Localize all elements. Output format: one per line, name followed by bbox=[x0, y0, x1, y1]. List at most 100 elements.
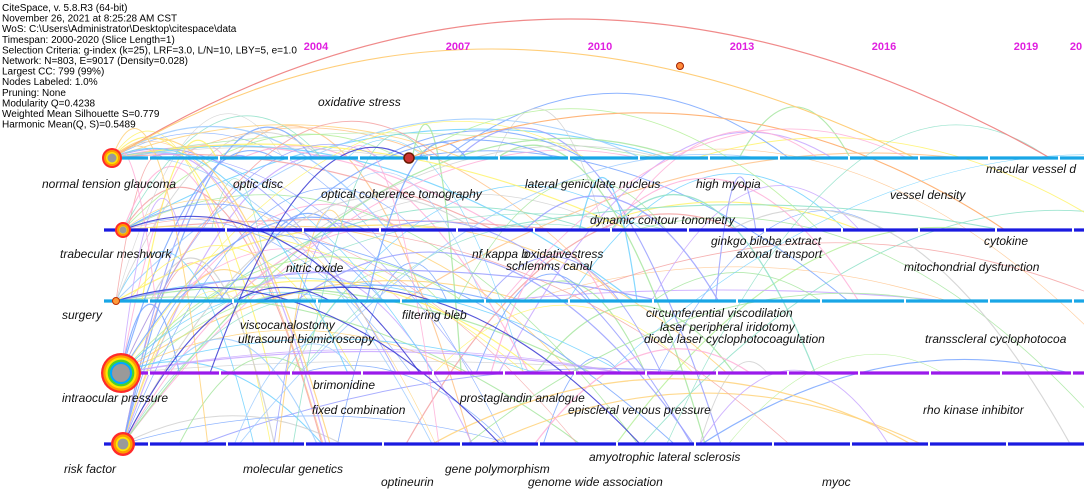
keyword-label-trabecular-meshwork[interactable]: trabecular meshwork bbox=[60, 247, 172, 261]
keyword-label-gene-polymorphism[interactable]: gene polymorphism bbox=[445, 462, 550, 476]
info-line: Network: N=803, E=9017 (Density=0.028) bbox=[2, 56, 188, 67]
node-risk-factor[interactable] bbox=[111, 432, 135, 456]
keyword-label-oxidativestress[interactable]: oxidativestress bbox=[524, 247, 603, 261]
keyword-label-schlemms-canal[interactable]: schlemms canal bbox=[506, 259, 592, 273]
link-arc bbox=[122, 199, 436, 445]
keyword-label-cytokine[interactable]: cytokine bbox=[984, 234, 1028, 248]
keyword-label-ginkgo-biloba-extract[interactable]: ginkgo biloba extract bbox=[711, 234, 822, 248]
link-arc bbox=[666, 124, 1050, 445]
node-normal-tension-glaucoma[interactable] bbox=[102, 148, 122, 168]
node-surgery[interactable] bbox=[112, 297, 120, 305]
keyword-label-transscleral-cyclophotocoa[interactable]: transscleral cyclophotocoa bbox=[925, 332, 1067, 346]
info-line: WoS: C:\Users\Administrator\Desktop\cite… bbox=[2, 24, 237, 35]
info-line: Modularity Q=0.4238 bbox=[2, 98, 96, 109]
keyword-label-ultrasound-biomicroscopy[interactable]: ultrasound biomicroscopy bbox=[238, 332, 375, 346]
keyword-label-molecular-genetics[interactable]: molecular genetics bbox=[243, 462, 343, 476]
link-arc bbox=[120, 216, 367, 374]
link-arc bbox=[122, 415, 343, 445]
link-arc bbox=[410, 108, 820, 231]
link-arc bbox=[342, 145, 440, 445]
link-arc bbox=[411, 123, 462, 374]
keyword-label-macular-vessel-d[interactable]: macular vessel d bbox=[986, 162, 1076, 176]
keyword-label-surgery[interactable]: surgery bbox=[62, 308, 103, 322]
link-arc bbox=[122, 285, 226, 445]
link-arc bbox=[232, 125, 472, 445]
link-arc bbox=[122, 415, 512, 445]
keyword-label-vessel-density[interactable]: vessel density bbox=[890, 188, 966, 202]
keyword-label-amyotrophic-lateral-sclerosis[interactable]: amyotrophic lateral sclerosis bbox=[589, 450, 740, 464]
link-arc bbox=[241, 145, 530, 374]
keyword-label-dynamic-contour-tonometry[interactable]: dynamic contour tonometry bbox=[590, 213, 736, 227]
keyword-label-risk-factor[interactable]: risk factor bbox=[64, 462, 117, 476]
year-label: 2004 bbox=[304, 41, 329, 53]
info-line: Weighted Mean Silhouette S=0.779 bbox=[2, 109, 160, 120]
link-arc bbox=[111, 130, 272, 445]
link-arc bbox=[606, 154, 1084, 374]
keyword-label-optineurin[interactable]: optineurin bbox=[381, 475, 434, 489]
link-arc bbox=[535, 304, 735, 374]
link-arc bbox=[457, 179, 667, 302]
keyword-label-axonal-transport[interactable]: axonal transport bbox=[736, 247, 823, 261]
link-arc bbox=[122, 226, 526, 374]
cluster-timelines bbox=[104, 156, 1084, 446]
link-arc bbox=[120, 213, 668, 374]
keyword-label-normal-tension-glaucoma[interactable]: normal tension glaucoma bbox=[42, 177, 176, 191]
keyword-label-optic-disc[interactable]: optic disc bbox=[233, 177, 283, 191]
keyword-label-genome-wide-association[interactable]: genome wide association bbox=[528, 475, 663, 489]
node-intraocular-pressure[interactable] bbox=[101, 353, 141, 393]
link-arc bbox=[561, 242, 1084, 302]
keyword-label-laser-peripheral-iridotomy[interactable]: laser peripheral iridotomy bbox=[660, 320, 796, 334]
link-arc bbox=[120, 143, 381, 374]
keyword-label-nitric-oxide[interactable]: nitric oxide bbox=[286, 261, 344, 275]
keyword-label-intraocular-pressure[interactable]: intraocular pressure bbox=[62, 391, 168, 405]
link-arc bbox=[483, 256, 662, 374]
keyword-label-episcleral-venous-pressure[interactable]: episcleral venous pressure bbox=[568, 403, 711, 417]
keyword-label-high-myopia[interactable]: high myopia bbox=[696, 177, 761, 191]
link-arc bbox=[729, 208, 1071, 445]
keyword-label-optical-coherence-tomography[interactable]: optical coherence tomography bbox=[321, 187, 483, 201]
keyword-label-lateral-geniculate-nucleus[interactable]: lateral geniculate nucleus bbox=[525, 177, 660, 191]
link-arc bbox=[238, 154, 760, 445]
node-oxidative-stress[interactable] bbox=[403, 152, 415, 164]
keyword-label-rho-kinase-inhibitor[interactable]: rho kinase inhibitor bbox=[923, 403, 1025, 417]
link-arc bbox=[120, 197, 181, 374]
keyword-label-fixed-combination[interactable]: fixed combination bbox=[312, 403, 406, 417]
node-trabecular-meshwork[interactable] bbox=[115, 222, 131, 238]
keyword-label-mitochondrial-dysfunction[interactable]: mitochondrial dysfunction bbox=[904, 260, 1040, 274]
link-arc bbox=[466, 292, 932, 445]
link-arc bbox=[330, 224, 728, 374]
link-arc bbox=[615, 226, 973, 445]
keyword-label-myoc[interactable]: myoc bbox=[822, 475, 851, 489]
keyword-label-filtering-bleb[interactable]: filtering bleb bbox=[402, 308, 467, 322]
keyword-label-diode-laser-cyclophotocoagulation[interactable]: diode laser cyclophotocoagulation bbox=[644, 332, 825, 346]
link-arc bbox=[201, 368, 705, 445]
link-arc bbox=[523, 280, 646, 374]
keyword-label-nf-kappa-b[interactable]: nf kappa b bbox=[472, 247, 528, 261]
link-arc bbox=[292, 134, 427, 445]
link-arc bbox=[122, 186, 323, 445]
link-arc bbox=[120, 120, 586, 374]
link-arc bbox=[715, 176, 757, 302]
keyword-label-prostaglandin-analogue[interactable]: prostaglandin analogue bbox=[459, 391, 585, 405]
link-arc bbox=[111, 132, 508, 445]
info-panel: CiteSpace, v. 5.8.R3 (64-bit)November 26… bbox=[2, 3, 297, 131]
link-arc bbox=[612, 130, 818, 231]
link-arc bbox=[115, 113, 284, 302]
link-arc bbox=[166, 338, 318, 445]
keyword-label-oxidative-stress[interactable]: oxidative stress bbox=[318, 95, 401, 109]
link-arc bbox=[115, 269, 661, 302]
link-arc bbox=[578, 176, 638, 302]
info-line: CiteSpace, v. 5.8.R3 (64-bit) bbox=[2, 3, 127, 14]
keyword-label-brimonidine[interactable]: brimonidine bbox=[313, 378, 375, 392]
link-arc bbox=[652, 272, 821, 302]
link-arc bbox=[434, 304, 694, 374]
year-label: 2016 bbox=[872, 41, 896, 53]
node-top-burst[interactable] bbox=[676, 62, 684, 70]
link-arc bbox=[209, 146, 410, 374]
keyword-label-viscocanalostomy[interactable]: viscocanalostomy bbox=[240, 318, 336, 332]
keyword-label-circumferential-viscodilation[interactable]: circumferential viscodilation bbox=[646, 306, 793, 320]
year-label: 2010 bbox=[588, 41, 612, 53]
link-arc bbox=[115, 224, 450, 302]
keyword-nodes bbox=[101, 62, 684, 456]
